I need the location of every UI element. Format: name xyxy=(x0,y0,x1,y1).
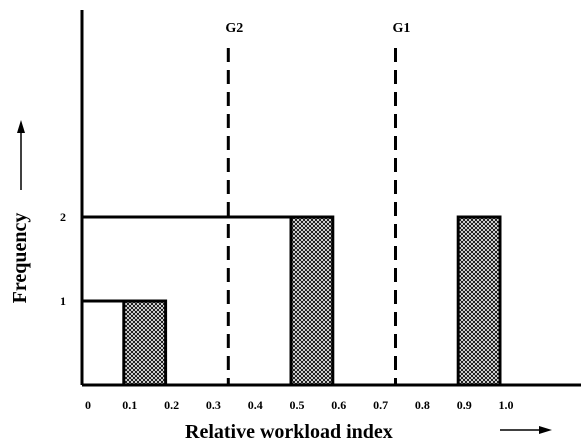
bar-1 xyxy=(289,215,335,387)
reference-line-label-1: G1 xyxy=(393,21,411,36)
x-tick-label: 0 xyxy=(85,398,91,412)
x-tick-label: 0.1 xyxy=(122,398,137,412)
bar-2 xyxy=(456,215,502,387)
x-tick-label: 0.8 xyxy=(415,398,430,412)
y-tick-label: 2 xyxy=(60,210,66,224)
y-direction-arrow xyxy=(17,120,25,190)
x-tick-label: 0.7 xyxy=(373,398,388,412)
y-axis-label: Frequency xyxy=(9,213,31,304)
bar-0 xyxy=(122,299,168,387)
x-tick-label: 0.6 xyxy=(331,398,346,412)
x-tick-label: 0.5 xyxy=(290,398,305,412)
reference-lines: G2 G1 xyxy=(225,21,410,385)
reference-line-label-0: G2 xyxy=(225,21,243,36)
x-tick-label: 0.9 xyxy=(457,398,472,412)
x-tick-labels: 0 0.1 0.2 0.3 0.4 0.5 0.6 0.7 0.8 0.9 1.0 xyxy=(85,398,514,412)
x-axis-label: Relative workload index xyxy=(185,421,393,443)
bars xyxy=(82,215,502,387)
x-tick-label: 0.4 xyxy=(248,398,263,412)
x-tick-label: 0.3 xyxy=(206,398,221,412)
y-tick-label: 1 xyxy=(60,294,66,308)
x-direction-arrow xyxy=(500,426,552,434)
x-tick-label: 0.2 xyxy=(164,398,179,412)
y-tick-labels: 12 xyxy=(60,210,66,308)
x-tick-label: 1.0 xyxy=(499,398,514,412)
